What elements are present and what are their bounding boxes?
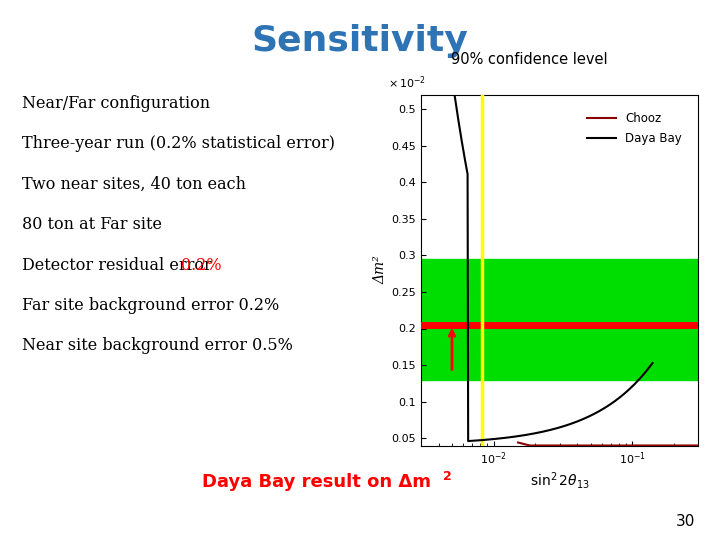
Bar bbox=[421, 259, 698, 380]
Text: Detector residual error: Detector residual error bbox=[22, 256, 217, 273]
Text: Near site background error 0.5%: Near site background error 0.5% bbox=[22, 338, 292, 354]
Text: 30: 30 bbox=[675, 514, 695, 529]
X-axis label: $\sin^2 2\theta_{13}$: $\sin^2 2\theta_{13}$ bbox=[530, 470, 590, 491]
Text: Daya Bay result on Δm: Daya Bay result on Δm bbox=[202, 474, 431, 491]
Y-axis label: Δm²: Δm² bbox=[374, 255, 387, 285]
Text: 90% confidence level: 90% confidence level bbox=[451, 52, 608, 68]
Legend: Chooz, Daya Bay: Chooz, Daya Bay bbox=[582, 107, 687, 150]
Text: Sensitivity: Sensitivity bbox=[251, 24, 469, 58]
Text: 0.2%: 0.2% bbox=[181, 256, 222, 273]
Text: Near/Far configuration: Near/Far configuration bbox=[22, 94, 210, 111]
Text: Far site background error 0.2%: Far site background error 0.2% bbox=[22, 297, 279, 314]
Text: Three-year run (0.2% statistical error): Three-year run (0.2% statistical error) bbox=[22, 135, 335, 152]
Text: 2: 2 bbox=[443, 470, 451, 483]
Text: $\times\,10^{-2}$: $\times\,10^{-2}$ bbox=[388, 75, 426, 91]
Text: Two near sites, 40 ton each: Two near sites, 40 ton each bbox=[22, 176, 246, 192]
Text: 80 ton at Far site: 80 ton at Far site bbox=[22, 216, 161, 233]
